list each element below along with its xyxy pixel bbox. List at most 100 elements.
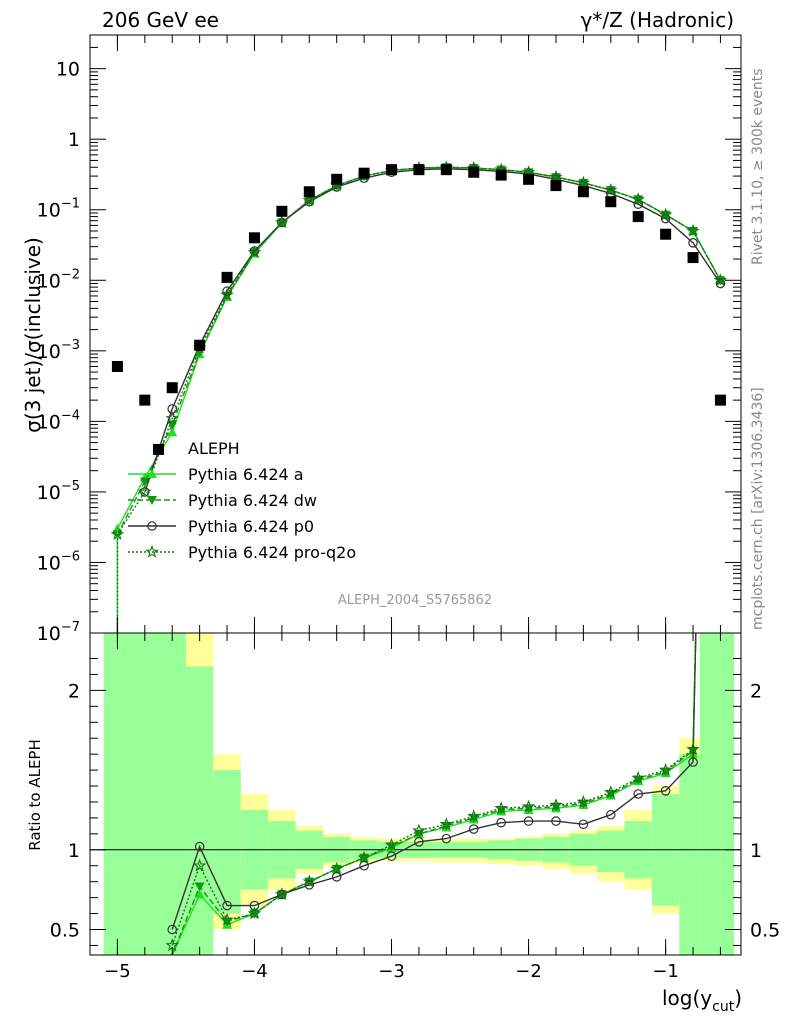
data-point — [221, 271, 233, 283]
ratio-point-p0 — [304, 880, 315, 890]
series-point-p0 — [222, 286, 232, 297]
band-stat-16 — [597, 830, 625, 873]
mcplots-label: mcplots.cern.ch [arXiv:1306.3436] — [750, 387, 766, 630]
series-point-p0 — [688, 237, 698, 248]
series-point-pro — [549, 169, 563, 183]
ratio-point-p0 — [249, 900, 260, 911]
legend-marker-dw — [147, 496, 157, 505]
series-point-pro — [247, 245, 262, 258]
x-tick-label: −4 — [241, 961, 268, 982]
ratio-line-p0 — [171, 632, 697, 930]
ratio-point-p0 — [468, 824, 479, 834]
ratio-point-pro — [686, 742, 700, 756]
band-stat-19 — [679, 754, 700, 955]
y-tick-label: 10−5 — [37, 479, 80, 504]
data-point — [605, 196, 617, 208]
header-left: 206 GeV ee — [102, 8, 219, 32]
data-point — [111, 360, 123, 372]
ratio-point-pro — [275, 887, 289, 901]
ratio-point-p0 — [359, 860, 369, 871]
series-line-pro — [116, 166, 722, 535]
legend: ALEPH Pythia 6.424 a Pythia 6.424 dw Pythia… — [128, 439, 356, 562]
data-point — [632, 211, 644, 223]
ratio-point-p0 — [605, 809, 616, 820]
data-point — [139, 394, 151, 406]
ratio-point-p0 — [414, 837, 424, 847]
y-tick-label: 10−4 — [37, 408, 80, 433]
series-point-pro — [220, 287, 234, 301]
series-line-p0 — [144, 168, 721, 493]
ratio-y-tick-label: 1 — [68, 840, 80, 862]
ratio-point-a — [194, 889, 205, 899]
ratio-point-p0 — [551, 816, 561, 826]
y-tick-label: 10−1 — [37, 197, 80, 222]
legend-marker-pro — [145, 544, 159, 558]
ratio-y-axis-label: Ratio to ALEPH — [26, 739, 44, 851]
data-point — [331, 173, 343, 185]
watermark: ALEPH_2004_S5765862 — [338, 593, 492, 608]
ratio-point-p0 — [660, 786, 671, 796]
ratio-point-pro — [549, 798, 563, 811]
ratio-y-tick-label: 0.5 — [50, 919, 80, 941]
y-tick-label: 10−3 — [37, 338, 80, 363]
ratio-point-pro — [329, 861, 344, 875]
axes: −5 −4 −3 −2 −1 10−7 10−6 10−5 10−4 10−3 10−2 10−1 1 1… — [37, 35, 780, 982]
ratio-point-p0 — [331, 872, 342, 882]
data-point — [687, 252, 699, 264]
data-point — [386, 164, 398, 176]
series-point-pro — [165, 411, 180, 425]
series-point-pro — [631, 192, 645, 206]
ratio-point-p0 — [578, 819, 589, 830]
series-point-a — [167, 427, 178, 437]
legend-label-dw: Pythia 6.424 dw — [188, 491, 317, 510]
series-point-p0 — [304, 196, 315, 207]
legend-marker-p0 — [147, 521, 157, 531]
ratio-point-pro — [384, 837, 399, 851]
ratio-point-p0 — [496, 817, 506, 828]
data-point — [550, 180, 562, 192]
ratio-point-p0 — [386, 851, 397, 861]
ratio-point-pro — [631, 771, 645, 784]
series-point-pro — [686, 223, 700, 237]
ratio-point-pro — [220, 912, 234, 926]
ratio-point-p0 — [222, 900, 232, 911]
x-tick-label: −2 — [515, 961, 542, 982]
y-tick-label: 1 — [68, 129, 80, 151]
legend-marker-a — [147, 469, 157, 478]
data-point — [153, 443, 165, 455]
main-y-axis-label: σ(3 jet)/σ(inclusive) — [21, 237, 45, 433]
ratio-line-pro — [171, 632, 697, 946]
y-tick-label: 10−7 — [37, 620, 80, 645]
y-tick-label: 10−2 — [37, 267, 80, 292]
legend-label-pro: Pythia 6.424 pro-q2o — [188, 543, 356, 562]
legend-label-data: ALEPH — [188, 439, 240, 458]
ratio-point-pro — [247, 906, 262, 920]
ratio-point-pro — [192, 858, 207, 872]
series-point-pro — [302, 193, 317, 207]
series-point-pro — [275, 215, 289, 229]
ratio-point-p0 — [523, 816, 534, 826]
band-stat-20 — [699, 633, 735, 955]
data-point — [303, 186, 315, 198]
series-point-pro — [658, 207, 673, 221]
ratio-y-tick-label-right: 0.5 — [750, 919, 780, 941]
data-point — [194, 339, 206, 351]
ratio-point-pro — [604, 785, 618, 799]
data-point — [660, 228, 672, 240]
data-point — [440, 164, 452, 176]
ratio-point-p0 — [194, 841, 205, 852]
ratio-point-pro — [521, 799, 536, 813]
ratio-point-pro — [357, 850, 371, 864]
data-point — [413, 164, 425, 176]
ratio-point-p0 — [167, 924, 178, 935]
ratio-point-pro — [576, 794, 591, 808]
data-point — [577, 186, 589, 198]
ratio-point-pro — [466, 809, 481, 823]
ratio-point-pro — [302, 874, 316, 888]
band-stat-1 — [185, 666, 214, 955]
data-point — [166, 382, 178, 394]
ratio-y-tick-label-right: 1 — [750, 840, 762, 862]
data-point — [523, 173, 535, 185]
